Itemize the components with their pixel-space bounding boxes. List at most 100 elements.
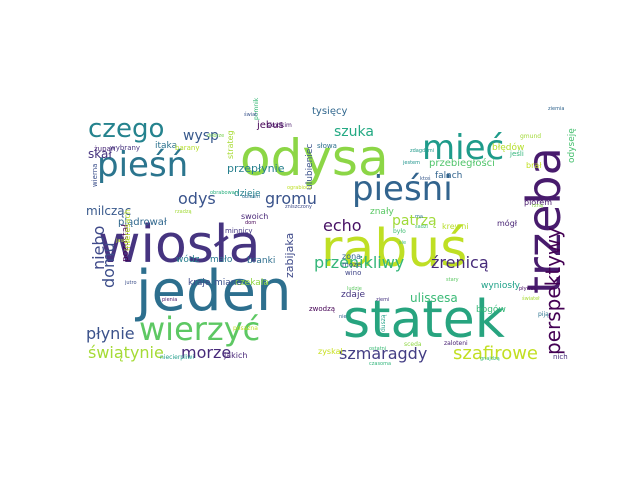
word-68: jeśli bbox=[509, 150, 524, 158]
word-104: ludzie bbox=[347, 286, 362, 292]
word-51: ulubieniec bbox=[305, 144, 315, 190]
word-63: interesach bbox=[123, 209, 132, 251]
word-28: skał bbox=[88, 147, 112, 161]
word-107: jutro bbox=[124, 280, 137, 286]
word-85: ostatni bbox=[369, 346, 386, 352]
word-41: miano bbox=[214, 278, 242, 288]
word-7: pieśni bbox=[352, 169, 453, 209]
word-32: zabijaka bbox=[283, 233, 296, 278]
word-75: pomnik bbox=[253, 97, 260, 120]
word-71: minnicy bbox=[225, 227, 253, 235]
word-77: zniszczony bbox=[285, 204, 312, 210]
word-86: czasoma bbox=[369, 361, 391, 367]
word-66: strateg bbox=[226, 130, 235, 159]
word-14: szmaragdy bbox=[339, 344, 427, 363]
word-25: szuka bbox=[334, 124, 374, 140]
word-96: świat bbox=[244, 111, 257, 118]
word-45: bogów bbox=[476, 304, 506, 315]
word-100: obieśni bbox=[242, 193, 260, 200]
word-93: ziemi bbox=[376, 297, 389, 303]
word-73: żupan bbox=[94, 145, 115, 153]
word-30: ulissesa bbox=[410, 291, 458, 305]
word-58: zona bbox=[342, 252, 361, 261]
word-49: itaka bbox=[155, 141, 177, 151]
word-60: wino bbox=[345, 269, 361, 277]
word-15: świątynie bbox=[88, 343, 164, 362]
word-20: domu bbox=[99, 242, 118, 288]
word-17: morze bbox=[181, 343, 231, 362]
word-79: zaloteni bbox=[444, 340, 468, 347]
word-1: jeden bbox=[134, 259, 292, 324]
word-81: piją bbox=[538, 311, 549, 318]
word-34: tysięcy bbox=[312, 106, 347, 117]
word-26: patrzą bbox=[392, 213, 437, 229]
word-36: plądrował bbox=[118, 217, 167, 228]
word-67: słowa bbox=[317, 142, 337, 150]
word-48: błędów bbox=[492, 142, 524, 153]
word-92: nie bbox=[339, 314, 347, 320]
word-94: jasno bbox=[115, 238, 129, 244]
word-46: wyniosły bbox=[481, 281, 521, 291]
word-70: zwodzą bbox=[309, 305, 335, 313]
word-84: niecierpliwi bbox=[160, 354, 194, 361]
word-111: dom bbox=[245, 220, 256, 226]
word-97: jestem bbox=[402, 160, 420, 166]
word-39: kraje bbox=[188, 278, 211, 288]
word-33: przepłynie bbox=[227, 162, 285, 175]
word-87: gnajdzą bbox=[480, 356, 500, 362]
word-62: brał bbox=[526, 161, 542, 170]
word-98: zdagdżmi bbox=[410, 148, 434, 154]
word-11: czego bbox=[88, 114, 164, 144]
word-27: wysp bbox=[183, 128, 219, 144]
word-6: trzeba bbox=[517, 147, 571, 294]
word-19: echo bbox=[323, 216, 362, 235]
word-3: statek bbox=[343, 290, 505, 350]
word-12: perspektywy bbox=[541, 227, 565, 355]
word-76: skodkim bbox=[267, 122, 292, 129]
word-91: ograbiony bbox=[287, 185, 312, 191]
word-103: pienia bbox=[162, 297, 177, 303]
word-5: rabuś bbox=[321, 219, 467, 279]
word-35: jebus bbox=[256, 120, 284, 131]
word-40: czekała bbox=[235, 278, 269, 288]
word-102: stary bbox=[446, 277, 459, 283]
word-50: pozostał bbox=[121, 224, 131, 262]
word-54: zyskał bbox=[318, 347, 343, 356]
word-89: dobrze bbox=[207, 133, 224, 139]
word-74: wybrany bbox=[110, 144, 140, 152]
word-108: ma bbox=[415, 214, 423, 220]
word-59: może bbox=[342, 261, 361, 269]
word-105: ziemia bbox=[548, 106, 564, 112]
word-16: płynie bbox=[86, 324, 135, 343]
word-56: piórem bbox=[524, 197, 552, 207]
word-64: odyseję bbox=[567, 128, 577, 163]
word-80: rzną bbox=[532, 203, 543, 209]
word-23: źrenicą bbox=[431, 253, 489, 272]
word-57: mógł bbox=[497, 218, 518, 228]
word-106: świateł bbox=[522, 295, 540, 302]
word-43: mało bbox=[210, 255, 233, 265]
word-42: wódz bbox=[176, 254, 200, 265]
word-24: gromu bbox=[265, 189, 317, 208]
word-99: było bbox=[393, 228, 406, 235]
word-31: przebiegłości bbox=[429, 157, 495, 169]
word-2: wiosła bbox=[98, 215, 261, 275]
word-55: swoich bbox=[241, 212, 268, 221]
word-78: sceda bbox=[404, 341, 422, 348]
word-4: odysa bbox=[240, 129, 389, 187]
word-29: milcząc bbox=[86, 204, 131, 218]
word-112: ktoś bbox=[420, 175, 431, 182]
word-65: wierna bbox=[91, 164, 99, 187]
word-95: gmund bbox=[520, 133, 541, 140]
word-109: pływak bbox=[519, 286, 537, 292]
word-38: branki bbox=[247, 256, 275, 266]
word-53: jakich bbox=[223, 351, 247, 360]
word-72: barany bbox=[175, 144, 199, 152]
word-44: zdaje bbox=[341, 290, 365, 300]
word-83: posażna bbox=[233, 325, 258, 332]
word-61: krewni bbox=[442, 222, 469, 231]
word-8: wierzyć bbox=[139, 310, 260, 348]
word-37: dzieje bbox=[234, 189, 261, 199]
word-82: duszą bbox=[380, 314, 387, 332]
